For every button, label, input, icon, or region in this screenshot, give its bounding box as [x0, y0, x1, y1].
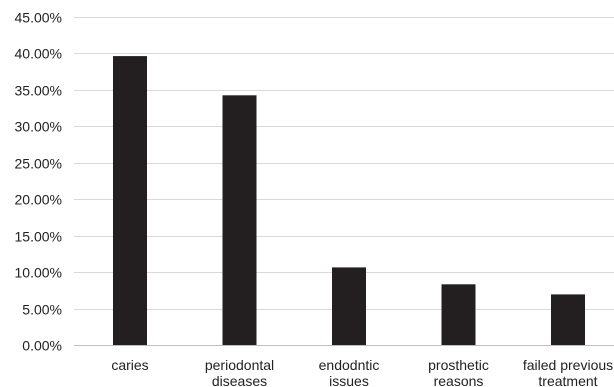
x-axis-category-labels: caries periodontal diseases endodntic issues…	[111, 357, 613, 387]
y-axis-tick-labels: 0.00% 5.00% 10.00% 15.00% 20.00% 25.00% 30.00%…	[15, 10, 62, 354]
x-category-label-line: prosthetic	[428, 357, 489, 373]
x-category-label: caries	[111, 357, 148, 373]
bar	[332, 267, 366, 345]
y-tick-label: 15.00%	[15, 229, 62, 245]
x-category-label-line: caries	[111, 357, 148, 373]
y-tick-label: 0.00%	[22, 338, 62, 354]
bar	[551, 294, 585, 345]
x-category-label: endodntic issues	[319, 357, 380, 387]
x-category-label-line: issues	[329, 373, 369, 387]
y-tick-label: 30.00%	[15, 119, 62, 135]
y-tick-label: 40.00%	[15, 46, 62, 62]
x-category-label-line: endodntic	[319, 357, 380, 373]
x-category-label-line: periodontal	[205, 357, 274, 373]
x-category-label: failed previous treatment	[523, 357, 613, 387]
y-tick-label: 10.00%	[15, 265, 62, 281]
y-tick-label: 5.00%	[22, 302, 62, 318]
bar	[442, 284, 476, 345]
y-tick-label: 25.00%	[15, 156, 62, 172]
bar	[223, 95, 257, 345]
x-category-label-line: failed previous	[523, 357, 613, 373]
y-tick-label: 45.00%	[15, 10, 62, 26]
x-category-label: periodontal diseases	[205, 357, 274, 387]
y-tick-label: 35.00%	[15, 83, 62, 99]
bars	[113, 56, 585, 345]
x-category-label: prosthetic reasons	[428, 357, 489, 387]
y-tick-label: 20.00%	[15, 192, 62, 208]
bar	[113, 56, 147, 345]
x-category-label-line: reasons	[434, 373, 484, 387]
x-category-label-line: diseases	[212, 373, 267, 387]
x-category-label-line: treatment	[538, 373, 597, 387]
